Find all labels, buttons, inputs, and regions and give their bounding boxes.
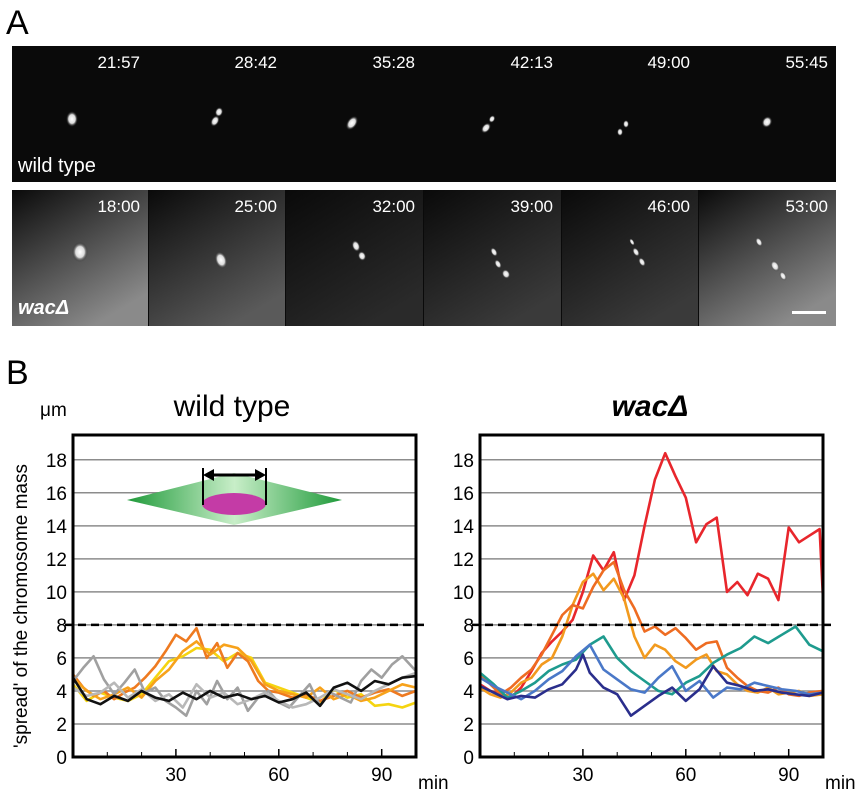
micrograph-image (699, 190, 836, 326)
frame-timestamp: 18:00 (97, 197, 140, 216)
y-tick-label: 12 (46, 550, 67, 571)
micrograph-frame: 39:00 (424, 190, 561, 326)
frame-timestamp: 28:42 (234, 53, 277, 72)
wild-type-strip-label: wild type (18, 155, 96, 177)
panel-a-label: A (6, 4, 29, 42)
series-line (71, 674, 417, 708)
micrograph-frame: 18:00 (12, 190, 148, 326)
series-line (479, 643, 824, 701)
chart-wac: wacΔ 0 2 4 6 8 10 12 14 16 18 30 60 90 min (453, 390, 856, 794)
frame-timestamp: 55:45 (785, 53, 828, 72)
strip-divider (12, 184, 836, 188)
micrograph-image (562, 190, 698, 326)
chart-title: wild type (173, 390, 291, 423)
micrograph-frame: 49:00 (562, 46, 698, 182)
micrograph-image (345, 115, 359, 131)
y-tick-label: 6 (56, 649, 67, 670)
y-tick-label: 10 (46, 583, 67, 604)
micrograph-frame: 25:00 (149, 190, 285, 326)
y-tick-label: 2 (463, 715, 474, 736)
micrograph-image (210, 107, 224, 127)
y-tick-label: 0 (56, 748, 67, 769)
frame-timestamp: 46:00 (647, 197, 690, 216)
y-tick-label: 16 (46, 484, 67, 505)
series-line (72, 640, 417, 703)
y-tick-label: 6 (463, 649, 474, 670)
micrograph-image (481, 115, 496, 134)
x-tick-label: 30 (572, 765, 593, 786)
frame-timestamp: 53:00 (785, 197, 828, 216)
scale-bar (792, 311, 826, 314)
micrograph-frame: 53:00 (699, 190, 836, 326)
spindle-schematic-icon (127, 468, 342, 525)
wac-image-strip: 18:00 25:00 32:00 39:00 46:00 53:00 wacΔ (12, 190, 836, 326)
y-tick-label: 14 (453, 517, 475, 538)
micrograph-image (149, 190, 285, 326)
micrograph-image (424, 190, 561, 326)
frame-timestamp: 49:00 (647, 53, 690, 72)
x-unit-label: min (418, 773, 449, 794)
series-line (72, 671, 417, 709)
series-line (479, 653, 824, 718)
micrograph-frame: 46:00 (562, 190, 698, 326)
frame-timestamp: 21:57 (97, 53, 140, 72)
micrograph-frame: 42:13 (424, 46, 561, 182)
micrograph-frame: 35:28 (286, 46, 423, 182)
x-tick-label: 90 (778, 765, 799, 786)
y-tick-label: 10 (453, 583, 474, 604)
series-line (479, 560, 824, 698)
micrograph-frame: 55:45 (699, 46, 836, 182)
y-tick-label: 8 (463, 616, 474, 637)
y-tick-label: 18 (46, 451, 67, 472)
micrograph-frame: 21:57 (12, 46, 148, 182)
x-tick-label: 90 (371, 765, 392, 786)
frame-timestamp: 32:00 (372, 197, 415, 216)
frame-timestamp: 39:00 (510, 197, 553, 216)
micrograph-frame: 28:42 (149, 46, 285, 182)
frame-timestamp: 42:13 (510, 53, 553, 72)
y-tick-label: 2 (56, 715, 67, 736)
frame-timestamp: 35:28 (372, 53, 415, 72)
y-tick-label: 4 (56, 682, 67, 703)
y-tick-label: 14 (46, 517, 68, 538)
micrograph-image (66, 111, 78, 127)
y-axis-label: 'spread' of the chromosome mass (11, 464, 32, 748)
y-tick-label: 12 (453, 550, 474, 571)
micrograph-image (761, 116, 773, 128)
micrograph-image (286, 190, 423, 326)
y-unit-label: μm (40, 400, 67, 421)
y-tick-label: 4 (463, 682, 474, 703)
y-tick-label: 18 (453, 451, 474, 472)
x-tick-label: 30 (165, 765, 186, 786)
series-line (479, 451, 825, 699)
wild-type-image-strip: 21:57 28:42 35:28 42:13 49:00 55:45 wild type (12, 46, 836, 182)
y-tick-label: 8 (56, 616, 67, 637)
frame-timestamp: 25:00 (234, 197, 277, 216)
x-tick-label: 60 (268, 765, 289, 786)
panel-b-label: B (6, 354, 29, 392)
micrograph-frame: 32:00 (286, 190, 423, 326)
chart-title: wacΔ (612, 390, 689, 423)
x-unit-label: min (825, 773, 856, 794)
micrograph-image (617, 120, 629, 136)
plot-frame (478, 433, 825, 759)
y-tick-label: 16 (453, 484, 474, 505)
y-tick-label: 0 (463, 748, 474, 769)
chart-wild-type: wild type 0 2 4 6 8 10 12 14 16 18 30 60 90 min μm 'spre… (11, 390, 449, 794)
x-tick-label: 60 (675, 765, 696, 786)
series-line (71, 654, 417, 718)
micrograph-image (12, 190, 148, 326)
wac-strip-label: wacΔ (18, 297, 70, 319)
